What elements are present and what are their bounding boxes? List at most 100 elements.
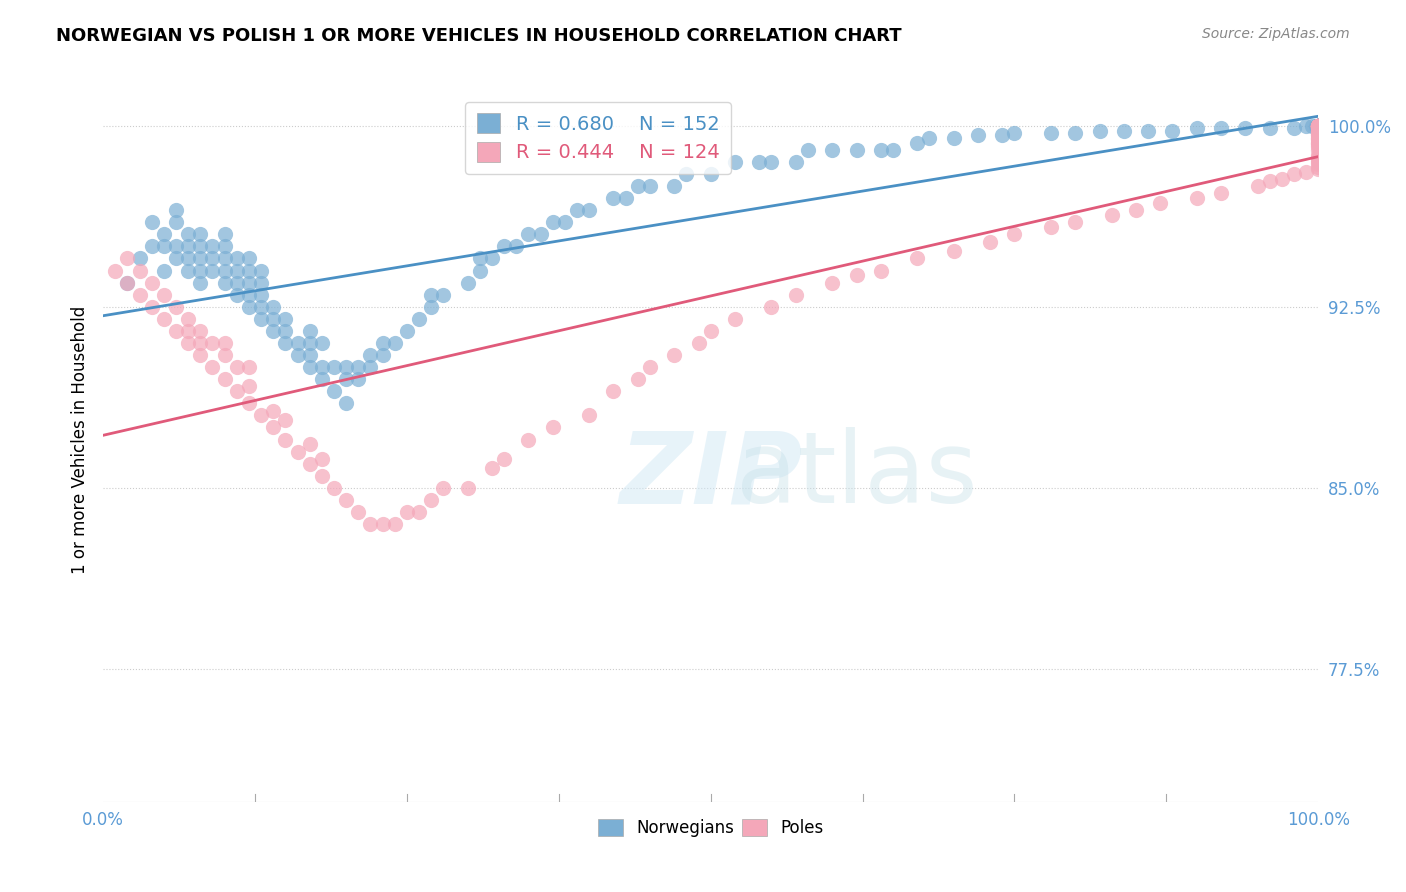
Point	[432, 481, 454, 495]
Point	[1308, 150, 1330, 164]
Point	[1305, 119, 1327, 133]
Point	[432, 287, 454, 301]
Point	[845, 268, 868, 283]
Point	[1308, 160, 1330, 174]
Point	[214, 276, 236, 290]
Point	[1004, 126, 1026, 140]
Point	[1308, 119, 1330, 133]
Point	[117, 276, 139, 290]
Point	[238, 276, 260, 290]
Point	[262, 324, 284, 338]
Point	[1308, 119, 1330, 133]
Point	[298, 335, 321, 350]
Point	[1308, 119, 1330, 133]
Point	[541, 215, 564, 229]
Point	[1308, 140, 1330, 154]
Point	[554, 215, 576, 229]
Point	[614, 191, 637, 205]
Point	[1308, 128, 1330, 143]
Point	[371, 516, 394, 531]
Point	[188, 276, 211, 290]
Point	[225, 384, 247, 399]
Point	[1308, 119, 1330, 133]
Point	[1308, 128, 1330, 143]
Point	[225, 360, 247, 375]
Point	[250, 409, 273, 423]
Point	[250, 287, 273, 301]
Point	[724, 155, 747, 169]
Point	[201, 360, 224, 375]
Point	[335, 396, 357, 410]
Point	[1308, 121, 1330, 136]
Point	[359, 360, 381, 375]
Point	[335, 360, 357, 375]
Point	[481, 461, 503, 475]
Point	[1308, 119, 1330, 133]
Point	[638, 360, 661, 375]
Point	[942, 244, 965, 259]
Point	[1308, 121, 1330, 136]
Point	[1308, 126, 1330, 140]
Point	[1308, 155, 1330, 169]
Point	[1308, 123, 1330, 137]
Point	[1209, 121, 1232, 136]
Point	[1308, 119, 1330, 133]
Point	[165, 215, 187, 229]
Point	[311, 360, 333, 375]
Point	[1112, 123, 1135, 137]
Point	[541, 420, 564, 434]
Point	[298, 360, 321, 375]
Point	[1308, 119, 1330, 133]
Point	[1295, 164, 1317, 178]
Point	[165, 324, 187, 338]
Point	[845, 143, 868, 157]
Point	[1308, 119, 1330, 133]
Point	[797, 143, 820, 157]
Point	[153, 239, 176, 253]
Text: Source: ZipAtlas.com: Source: ZipAtlas.com	[1202, 27, 1350, 41]
Point	[274, 335, 297, 350]
Point	[1308, 119, 1330, 133]
Point	[529, 227, 551, 242]
Point	[201, 252, 224, 266]
Point	[724, 311, 747, 326]
Point	[384, 335, 406, 350]
Point	[1308, 119, 1330, 133]
Point	[1004, 227, 1026, 242]
Point	[991, 128, 1014, 143]
Point	[153, 263, 176, 277]
Point	[188, 335, 211, 350]
Point	[128, 252, 150, 266]
Point	[517, 227, 540, 242]
Point	[408, 311, 430, 326]
Point	[177, 227, 200, 242]
Point	[1308, 130, 1330, 145]
Point	[323, 481, 346, 495]
Point	[238, 252, 260, 266]
Point	[699, 324, 721, 338]
Point	[225, 263, 247, 277]
Point	[505, 239, 527, 253]
Point	[869, 263, 891, 277]
Point	[201, 335, 224, 350]
Point	[494, 451, 516, 466]
Point	[335, 372, 357, 386]
Point	[311, 468, 333, 483]
Point	[177, 324, 200, 338]
Point	[967, 128, 990, 143]
Point	[1308, 126, 1330, 140]
Point	[141, 300, 163, 314]
Point	[1308, 136, 1330, 150]
Point	[578, 203, 600, 218]
Point	[1308, 119, 1330, 133]
Point	[1137, 123, 1160, 137]
Point	[177, 335, 200, 350]
Point	[104, 263, 127, 277]
Point	[1308, 119, 1330, 133]
Point	[201, 239, 224, 253]
Point	[1308, 119, 1330, 133]
Point	[323, 360, 346, 375]
Point	[117, 276, 139, 290]
Point	[141, 215, 163, 229]
Y-axis label: 1 or more Vehicles in Household: 1 or more Vehicles in Household	[72, 305, 89, 574]
